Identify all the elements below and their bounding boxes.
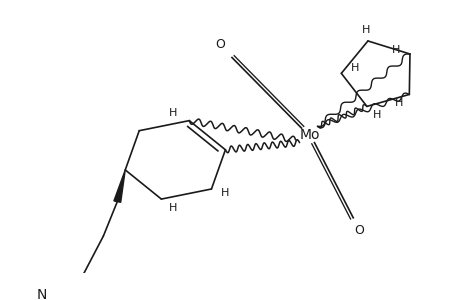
- Text: H: H: [169, 203, 177, 213]
- Text: H: H: [391, 45, 399, 56]
- Text: O: O: [353, 224, 364, 237]
- Text: H: H: [372, 110, 380, 121]
- Text: O: O: [215, 38, 224, 51]
- Text: H: H: [221, 188, 229, 198]
- Text: H: H: [350, 63, 358, 73]
- Text: H: H: [361, 25, 369, 35]
- Text: N: N: [37, 288, 47, 300]
- Text: Mo: Mo: [299, 128, 319, 142]
- Text: H: H: [394, 98, 403, 109]
- Polygon shape: [114, 170, 125, 202]
- Text: H: H: [169, 108, 177, 118]
